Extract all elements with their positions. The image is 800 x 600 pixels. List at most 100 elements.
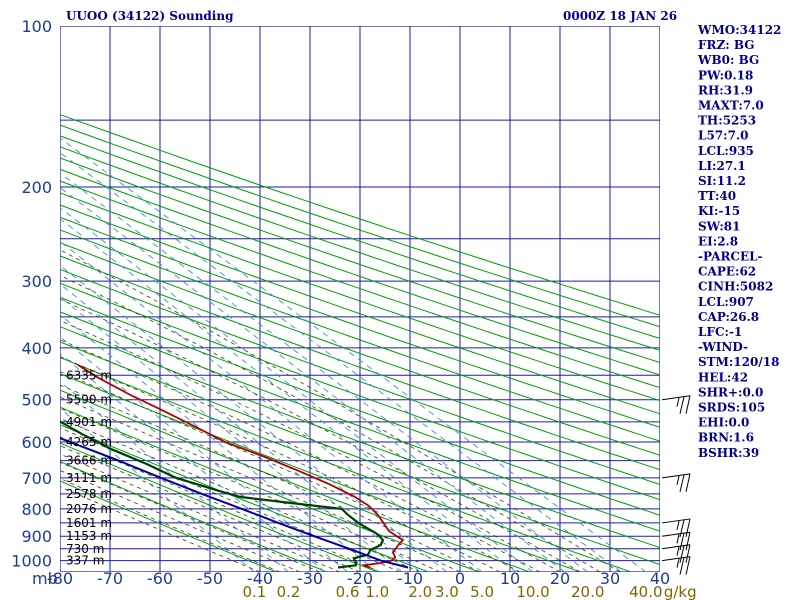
- sounding-profiles: [60, 363, 409, 569]
- mixing-ratio-line: [60, 314, 378, 572]
- index-item: EI:2.8: [698, 234, 738, 248]
- mixing-ratio-line: [60, 187, 565, 572]
- height-label: 4265 m: [66, 435, 112, 449]
- height-label: 337 m: [66, 554, 104, 568]
- index-item: TT:40: [698, 189, 736, 203]
- dry-adiabat: [60, 255, 660, 471]
- moist-adiabat: [60, 436, 381, 572]
- index-item: -WIND-: [698, 340, 748, 354]
- mixing-ratio-label: 10.0: [516, 583, 549, 600]
- dry-adiabat: [60, 311, 660, 532]
- moist-adiabat: [60, 274, 601, 572]
- dry-adiabat: [60, 296, 660, 516]
- index-item: WMO:34122: [697, 23, 781, 37]
- index-item: FRZ: BG: [698, 38, 754, 52]
- index-item: SW:81: [698, 219, 740, 233]
- dry-adiabat: [60, 341, 660, 566]
- dry-adiabat: [60, 229, 660, 442]
- mixing-ratio-label: 3.0: [435, 583, 459, 600]
- dry-adiabat: [60, 124, 660, 328]
- pressure-tick-label: 200: [21, 178, 52, 197]
- index-item: SRDS:105: [698, 401, 765, 415]
- height-label: 2578 m: [66, 487, 112, 501]
- index-item: CAPE:62: [698, 265, 756, 279]
- mixing-ratio-line: [60, 336, 348, 572]
- mixing-ratio-label: 0.1: [243, 583, 267, 600]
- dry-adiabat: [60, 168, 660, 376]
- pressure-tick-label: 300: [21, 272, 52, 291]
- dry-adiabat: [60, 216, 660, 428]
- pressure-tick-label: 900: [21, 527, 52, 546]
- index-item: SHR+:0.0: [698, 385, 763, 399]
- pressure-tick-label: 100: [21, 17, 52, 36]
- height-label: 1153 m: [66, 529, 112, 543]
- dry-adiabat: [60, 268, 660, 486]
- x-axis-unit-label: mb: [32, 569, 58, 588]
- index-item: RH:31.9: [698, 83, 753, 97]
- parcel-line: [60, 436, 409, 569]
- wind-barb: [661, 531, 691, 551]
- mixing-ratio-lines: [60, 137, 647, 572]
- wind-barb: [661, 556, 691, 575]
- index-item: -PARCEL-: [698, 250, 763, 264]
- wind-barb: [661, 395, 691, 414]
- mixing-ratio-line: [60, 152, 622, 572]
- temperature-tick-label: -70: [97, 569, 123, 588]
- temperature-tick-label: -60: [147, 569, 173, 588]
- dry-adiabat: [60, 135, 660, 339]
- index-item: SI:11.2: [698, 174, 746, 188]
- mixing-ratio-label: 2.0: [408, 583, 432, 600]
- wind-barbs: [661, 395, 691, 575]
- temperature-tick-label: 30: [600, 569, 620, 588]
- mixing-ratio-line: [60, 264, 448, 572]
- dry-adiabat: [60, 146, 660, 351]
- pressure-tick-label: 1000: [11, 552, 52, 571]
- mixing-ratio-line: [60, 172, 588, 572]
- pressure-tick-label: 800: [21, 500, 52, 519]
- dry-adiabat: [60, 242, 660, 456]
- height-label: 4901 m: [66, 415, 112, 429]
- dry-adiabat: [60, 157, 660, 364]
- temperature-line: [77, 363, 405, 569]
- mixing-ratio-unit: g/kg: [664, 583, 697, 600]
- height-label: 6335 m: [66, 368, 112, 382]
- height-label: 2076 m: [66, 502, 112, 516]
- dry-adiabat: [60, 356, 632, 572]
- height-label: 3111 m: [66, 471, 112, 485]
- index-item: HEL:42: [698, 370, 748, 384]
- index-item: LFC:-1: [698, 325, 742, 339]
- index-item: STM:120/18: [698, 355, 779, 369]
- temperature-tick-label: -40: [247, 569, 273, 588]
- height-label: 3666 m: [66, 454, 112, 468]
- mixing-ratio-label: 0.6: [336, 583, 360, 600]
- wind-barb: [661, 473, 691, 492]
- wind-barb: [661, 544, 691, 563]
- dry-adiabat: [60, 480, 277, 572]
- pressure-tick-label: 600: [21, 433, 52, 452]
- dry-adiabat: [60, 442, 378, 572]
- height-label: 5590 m: [66, 393, 112, 407]
- mixing-ratio-line: [60, 218, 517, 572]
- temperature-tick-label: 10: [500, 569, 520, 588]
- height-label: 730 m: [66, 542, 104, 556]
- mixing-ratio-label: 0.2: [277, 583, 301, 600]
- dry-adiabat: [60, 204, 660, 415]
- temperature-tick-label: -20: [347, 569, 373, 588]
- pressure-tick-label: 500: [21, 391, 52, 410]
- index-item: BRN:1.6: [698, 431, 754, 445]
- height-label: 1601 m: [66, 516, 112, 530]
- dry-adiabat: [60, 180, 660, 389]
- index-item: EHI:0.0: [698, 416, 749, 430]
- moist-adiabat: [60, 249, 621, 572]
- temperature-tick-label: -80: [47, 569, 73, 588]
- moist-adiabat: [60, 396, 461, 572]
- temperature-tick-label: -50: [197, 569, 223, 588]
- dry-adiabat: [60, 326, 660, 549]
- mixing-ratio-label: 40.0: [629, 583, 662, 600]
- chart-datetime: 0000Z 18 JAN 26: [563, 9, 677, 23]
- index-item: CINH:5082: [698, 280, 773, 294]
- pressure-tick-label: 700: [21, 469, 52, 488]
- index-item: BSHR:39: [698, 446, 759, 460]
